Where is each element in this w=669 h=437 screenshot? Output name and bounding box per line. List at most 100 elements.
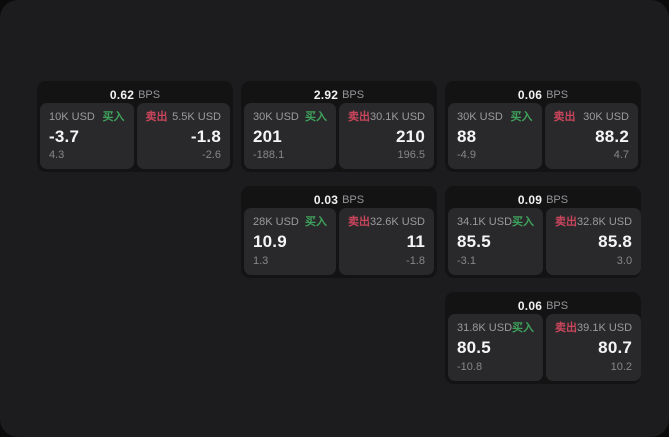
buy-delta: -3.1 bbox=[457, 255, 476, 267]
buy-delta: 4.3 bbox=[49, 149, 65, 161]
buy-pane-top: 30K USD 买入 bbox=[457, 111, 533, 124]
sell-amount: 30K USD bbox=[583, 111, 629, 123]
buy-amount: 31.8K USD bbox=[457, 322, 513, 334]
bps-value: 2.92 bbox=[313, 87, 339, 102]
buy-tag[interactable]: 买入 bbox=[512, 216, 535, 228]
sell-pane-top: 卖出 32.6K USD bbox=[348, 216, 425, 229]
quote-card: 0.62 BPS 10K USD 买入 -3.7 4.3 卖出 5.5K USD bbox=[37, 81, 233, 172]
sell-delta: 10.2 bbox=[610, 361, 633, 373]
quote-card: 0.03 BPS 28K USD 买入 10.9 1.3 卖出 32.6K US… bbox=[241, 186, 437, 278]
sell-amount: 32.8K USD bbox=[577, 216, 633, 228]
sell-amount: 32.6K USD bbox=[369, 216, 425, 228]
buy-pane[interactable]: 28K USD 买入 10.9 1.3 bbox=[244, 208, 336, 275]
card-header: 0.62 BPS bbox=[40, 84, 230, 103]
buy-tag[interactable]: 买入 bbox=[510, 111, 533, 123]
sell-amount: 30.1K USD bbox=[369, 111, 425, 123]
buy-price: 85.5 bbox=[457, 232, 491, 251]
sell-delta: -2.6 bbox=[202, 149, 221, 161]
buy-pane-top: 10K USD 买入 bbox=[49, 111, 125, 124]
buy-amount: 34.1K USD bbox=[457, 216, 513, 228]
buy-pane[interactable]: 31.8K USD 买入 80.5 -10.8 bbox=[448, 314, 544, 381]
sell-price: 85.8 bbox=[598, 232, 633, 251]
sell-amount: 39.1K USD bbox=[577, 322, 633, 334]
buy-price: 201 bbox=[253, 126, 282, 146]
buy-tag[interactable]: 买入 bbox=[512, 322, 535, 334]
buy-amount: 28K USD bbox=[253, 216, 299, 228]
buy-pane[interactable]: 30K USD 买入 201 -188.1 bbox=[244, 103, 336, 169]
sell-pane[interactable]: 卖出 32.6K USD 11 -1.8 bbox=[338, 208, 434, 275]
quote-card: 0.06 BPS 30K USD 买入 88 -4.9 卖出 30K USD bbox=[445, 81, 641, 172]
quote-grid: 0.62 BPS 10K USD 买入 -3.7 4.3 卖出 5.5K USD bbox=[37, 81, 642, 384]
sell-amount: 5.5K USD bbox=[172, 111, 221, 123]
card-header: 0.09 BPS bbox=[448, 189, 638, 208]
sell-pane[interactable]: 卖出 5.5K USD -1.8 -2.6 bbox=[136, 103, 230, 169]
buy-tag[interactable]: 买入 bbox=[304, 111, 327, 123]
sell-price: -1.8 bbox=[190, 126, 221, 146]
quote-card: 0.09 BPS 34.1K USD 买入 85.5 -3.1 卖出 32.8K… bbox=[445, 186, 642, 278]
buy-pane-top: 34.1K USD 买入 bbox=[457, 216, 534, 229]
bps-unit-label: BPS bbox=[546, 299, 569, 312]
sell-pane[interactable]: 卖出 32.8K USD 85.8 3.0 bbox=[546, 208, 642, 275]
card-body: 34.1K USD 买入 85.5 -3.1 卖出 32.8K USD 85.8… bbox=[448, 208, 642, 275]
sell-price: 88.2 bbox=[595, 126, 629, 146]
sell-pane[interactable]: 卖出 30K USD 88.2 4.7 bbox=[544, 103, 638, 169]
buy-tag[interactable]: 买入 bbox=[304, 216, 327, 228]
card-body: 30K USD 买入 88 -4.9 卖出 30K USD 88.2 4.7 bbox=[448, 103, 638, 169]
buy-pane[interactable]: 34.1K USD 买入 85.5 -3.1 bbox=[448, 208, 544, 275]
sell-price: 11 bbox=[406, 232, 425, 251]
sell-tag[interactable]: 卖出 bbox=[555, 216, 578, 228]
buy-delta: -188.1 bbox=[253, 149, 285, 161]
card-body: 10K USD 买入 -3.7 4.3 卖出 5.5K USD -1.8 -2.… bbox=[40, 103, 230, 169]
sell-pane-top: 卖出 32.8K USD bbox=[555, 216, 632, 229]
buy-delta: -4.9 bbox=[457, 149, 476, 161]
sell-tag[interactable]: 卖出 bbox=[145, 111, 168, 123]
sell-delta: 3.0 bbox=[616, 255, 633, 267]
card-header: 0.06 BPS bbox=[448, 84, 638, 103]
quote-card: 0.06 BPS 31.8K USD 买入 80.5 -10.8 卖出 39.1… bbox=[445, 292, 642, 384]
bps-value: 0.09 bbox=[517, 192, 543, 207]
bps-unit-label: BPS bbox=[342, 193, 365, 206]
sell-delta: 4.7 bbox=[613, 149, 629, 161]
buy-pane-top: 30K USD 买入 bbox=[253, 111, 327, 124]
bps-unit-label: BPS bbox=[342, 88, 365, 101]
buy-price: 88 bbox=[457, 126, 477, 146]
bps-unit-label: BPS bbox=[138, 88, 161, 101]
card-body: 30K USD 买入 201 -188.1 卖出 30.1K USD 210 1… bbox=[244, 103, 434, 169]
bps-value: 0.03 bbox=[313, 192, 339, 207]
sell-price: 80.7 bbox=[598, 338, 633, 357]
bps-value: 0.06 bbox=[517, 87, 543, 102]
buy-delta: -10.8 bbox=[457, 361, 483, 373]
card-body: 31.8K USD 买入 80.5 -10.8 卖出 39.1K USD 80.… bbox=[448, 314, 642, 381]
buy-tag[interactable]: 买入 bbox=[102, 111, 125, 123]
buy-delta: 1.3 bbox=[253, 255, 269, 267]
card-header: 0.06 BPS bbox=[448, 295, 638, 314]
sell-tag[interactable]: 卖出 bbox=[553, 111, 576, 123]
quote-card: 2.92 BPS 30K USD 买入 201 -188.1 卖出 30.1K … bbox=[241, 81, 437, 172]
sell-pane-top: 卖出 5.5K USD bbox=[146, 111, 222, 124]
sell-pane-top: 卖出 30.1K USD bbox=[348, 111, 425, 124]
card-body: 28K USD 买入 10.9 1.3 卖出 32.6K USD 11 -1.8 bbox=[244, 208, 434, 275]
card-header: 2.92 BPS bbox=[244, 84, 434, 103]
buy-price: 80.5 bbox=[457, 338, 491, 357]
sell-price: 210 bbox=[396, 126, 425, 146]
bps-value: 0.62 bbox=[109, 87, 135, 102]
sell-pane[interactable]: 卖出 30.1K USD 210 196.5 bbox=[338, 103, 434, 169]
sell-pane[interactable]: 卖出 39.1K USD 80.7 10.2 bbox=[546, 314, 642, 381]
sell-pane-top: 卖出 39.1K USD bbox=[555, 322, 632, 335]
bps-unit-label: BPS bbox=[546, 88, 569, 101]
bps-value: 0.06 bbox=[517, 298, 543, 313]
buy-amount: 10K USD bbox=[49, 111, 95, 123]
buy-pane[interactable]: 10K USD 买入 -3.7 4.3 bbox=[40, 103, 134, 169]
buy-pane[interactable]: 30K USD 买入 88 -4.9 bbox=[448, 103, 542, 169]
buy-pane-top: 31.8K USD 买入 bbox=[457, 322, 534, 335]
card-header: 0.03 BPS bbox=[244, 189, 434, 208]
buy-price: 10.9 bbox=[253, 232, 287, 251]
sell-tag[interactable]: 卖出 bbox=[347, 111, 370, 123]
buy-price: -3.7 bbox=[49, 126, 80, 146]
buy-amount: 30K USD bbox=[457, 111, 503, 123]
sell-tag[interactable]: 卖出 bbox=[555, 322, 578, 334]
sell-pane-top: 卖出 30K USD bbox=[554, 111, 630, 124]
buy-amount: 30K USD bbox=[253, 111, 299, 123]
sell-tag[interactable]: 卖出 bbox=[347, 216, 370, 228]
